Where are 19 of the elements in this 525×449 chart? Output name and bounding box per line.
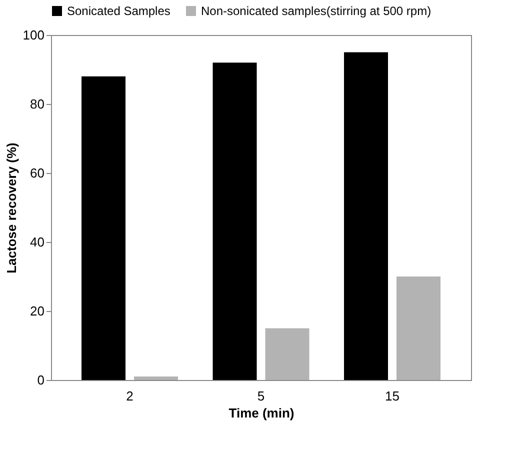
bar bbox=[265, 328, 310, 380]
bar bbox=[344, 52, 388, 380]
y-tick-label: 100 bbox=[22, 28, 44, 42]
legend-label: Non-sonicated samples(stirring at 500 rpm) bbox=[201, 4, 432, 18]
y-tick-label: 60 bbox=[30, 166, 44, 180]
x-tick-label: 15 bbox=[385, 388, 400, 404]
bar bbox=[82, 76, 126, 380]
x-tick-label: 5 bbox=[257, 388, 265, 404]
y-axis-title: Lactose recovery (%) bbox=[4, 142, 19, 274]
y-tick-label: 80 bbox=[30, 96, 44, 112]
legend-label: Sonicated Samples bbox=[67, 4, 170, 18]
bar bbox=[212, 62, 257, 380]
bar bbox=[396, 276, 440, 380]
x-tick-label: 2 bbox=[126, 388, 134, 404]
y-tick-label: 0 bbox=[37, 372, 44, 388]
bar bbox=[134, 376, 178, 380]
x-axis-title: Time (min) bbox=[228, 406, 294, 420]
y-tick-label: 40 bbox=[30, 234, 44, 250]
y-tick-label: 20 bbox=[30, 304, 44, 318]
